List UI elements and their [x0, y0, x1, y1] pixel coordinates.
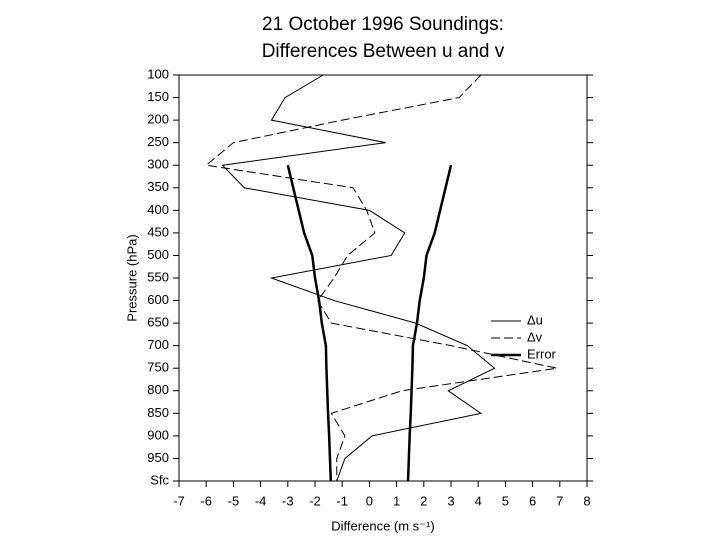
y-tick-label: 150: [147, 89, 169, 104]
series-line: [205, 74, 558, 481]
legend-label: Δu: [527, 312, 543, 327]
y-tick-label: 550: [147, 269, 169, 284]
legend-label: Error: [527, 346, 557, 361]
x-tick-label: 2: [420, 493, 427, 508]
y-tick-label: Sfc: [150, 472, 169, 487]
x-tick-label: -7: [173, 493, 185, 508]
chart-title: 21 October 1996 Soundings:: [262, 14, 504, 35]
y-tick-label: 300: [147, 157, 169, 172]
x-axis-label: Difference (m s⁻¹): [331, 518, 434, 533]
y-tick-label: 600: [147, 292, 169, 307]
x-tick-label: 4: [475, 493, 482, 508]
x-tick-label: 0: [366, 493, 373, 508]
x-tick-label: 6: [529, 493, 536, 508]
y-tick-label: 400: [147, 202, 169, 217]
series-line: [406, 164, 453, 482]
y-tick-label: 700: [147, 337, 169, 352]
x-tick-label: 5: [502, 493, 509, 508]
y-axis-label: Pressure (hPa): [124, 234, 139, 321]
y-tick-label: 200: [147, 112, 169, 127]
series-line: [286, 164, 333, 482]
y-tick-label: 950: [147, 450, 169, 465]
x-tick-label: 8: [583, 493, 590, 508]
legend-label: Δv: [527, 329, 543, 344]
x-tick-label: 3: [447, 493, 454, 508]
x-tick-label: -3: [282, 493, 294, 508]
y-tick-label: 750: [147, 360, 169, 375]
y-tick-label: 900: [147, 427, 169, 442]
y-tick-label: 850: [147, 405, 169, 420]
chart-title: Differences Between u and v: [262, 41, 505, 62]
x-tick-label: -6: [200, 493, 212, 508]
y-tick-label: 500: [147, 247, 169, 262]
x-tick-label: -2: [309, 493, 321, 508]
series-line: [221, 74, 496, 482]
y-tick-label: 350: [147, 179, 169, 194]
y-tick-label: 250: [147, 134, 169, 149]
x-tick-label: 7: [556, 493, 563, 508]
x-tick-label: -5: [228, 493, 240, 508]
x-tick-label: -1: [336, 493, 348, 508]
x-tick-label: 1: [393, 493, 400, 508]
x-tick-label: -4: [255, 493, 267, 508]
y-tick-label: 100: [147, 66, 169, 81]
y-tick-label: 650: [147, 315, 169, 330]
y-tick-label: 450: [147, 224, 169, 239]
plot-frame: [178, 74, 588, 482]
y-tick-label: 800: [147, 382, 169, 397]
